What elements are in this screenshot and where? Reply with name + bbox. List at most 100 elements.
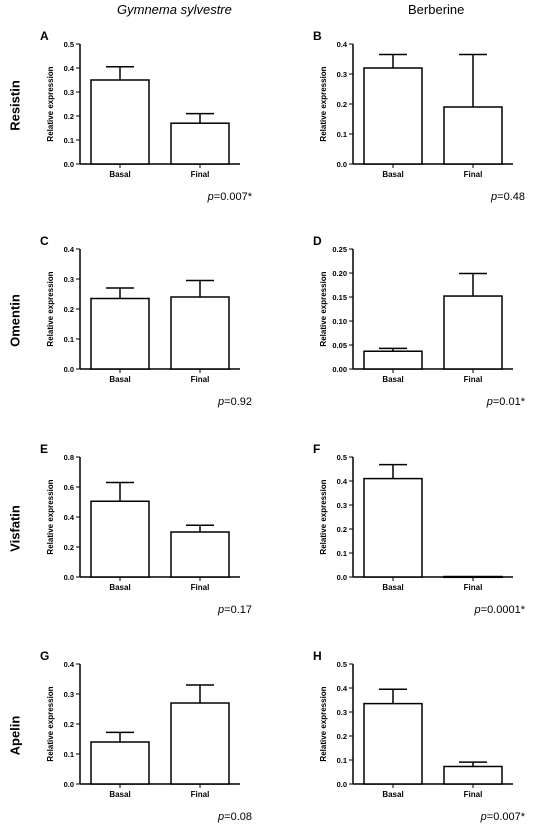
x-tick-label: Basal [382,583,403,592]
panel-letter: A [40,29,49,43]
panel-letter: C [40,234,49,248]
chart-b: B Relative expression 0.0 0.1 0.2 0.3 0.4 Basal… [313,29,525,203]
y-tick-label: 0.1 [64,335,74,344]
panel-b: B Relative expression 0.0 0.1 0.2 0.3 0.4 Basal… [313,29,528,210]
y-tick-label: 0.2 [337,525,347,534]
x-tick-label: Basal [109,170,130,179]
p-value-number: =0.007* [214,191,253,203]
p-value-number: =0.007* [487,811,526,823]
row-label-visfatin: Visfatin [7,505,23,552]
panel-letter: H [313,649,322,663]
p-value: p=0.92 [217,396,252,408]
bar-final [170,122,230,165]
y-tick-label: 0.0 [64,160,74,169]
y-tick-label: 0.4 [64,660,75,669]
p-value-number: =0.08 [224,811,252,823]
y-tick-label: 0.1 [64,136,74,145]
y-tick-label: 0.5 [337,660,347,669]
y-axis-label: Relative expression [319,66,328,141]
y-tick-label: 0.15 [332,293,347,302]
y-tick-label: 0.0 [337,780,347,789]
p-value-number: =0.01* [493,396,526,408]
y-tick-label: 0.4 [64,245,75,254]
y-tick-label: 0.3 [64,275,74,284]
p-value-symbol: p [217,396,224,408]
row-label-apelin: Apelin [7,715,23,756]
y-tick-label: 0.2 [64,112,74,121]
bar-basal [363,477,423,578]
bar-final [443,295,503,370]
p-value-number: =0.92 [224,396,252,408]
panel-letter: F [313,442,320,456]
p-value: p=0.0001* [474,604,526,616]
y-tick-label: 0.0 [64,780,74,789]
y-axis-label: Relative expression [319,479,328,554]
y-tick-label: 0.05 [332,341,347,350]
y-tick-label: 0.3 [337,501,347,510]
panel-g: G Relative expression 0.0 0.1 0.2 0.3 0.4 Basal… [40,649,255,830]
y-tick-label: 0.5 [64,40,74,49]
p-value-symbol: p [486,396,493,408]
p-value-symbol: p [217,604,224,616]
p-value: p=0.48 [490,191,525,203]
x-tick-label: Final [464,790,483,799]
y-axis-label: Relative expression [46,686,55,761]
panel-letter: D [313,234,322,248]
x-tick-label: Final [191,790,210,799]
panel-a: A Relative expression 0.0 0.1 0.2 0.3 0.4 0.5 Ba… [40,29,255,210]
bar-basal [363,702,423,785]
y-tick-label: 0.0 [337,160,347,169]
panel-c: C Relative expression 0.0 0.1 0.2 0.3 0.4 Basal… [40,234,255,415]
y-tick-label: 0.4 [337,40,348,49]
p-value: p=0.007* [480,811,526,823]
chart-h: H Relative expression 0.0 0.1 0.2 0.3 0.4 0.5 Ba… [313,649,526,823]
bar-basal [90,741,150,785]
y-tick-label: 0.1 [337,549,347,558]
chart-f: F Relative expression 0.0 0.1 0.2 0.3 0.4 0.5 Ba… [313,442,526,616]
panel-f: F Relative expression 0.0 0.1 0.2 0.3 0.4 0.5 Ba… [313,442,528,623]
y-tick-label: 0.00 [332,365,347,374]
bar-final [170,531,230,578]
bar-final [170,296,230,370]
p-value-number: =0.0001* [481,604,526,616]
x-tick-label: Basal [382,170,403,179]
y-tick-label: 0.2 [64,305,74,314]
y-tick-label: 0.10 [332,317,347,326]
panel-letter: G [40,649,49,663]
y-tick-label: 0.2 [64,543,74,552]
y-tick-label: 0.8 [64,453,74,462]
x-tick-label: Basal [109,790,130,799]
p-value: p=0.17 [217,604,252,616]
p-value: p=0.01* [486,396,526,408]
p-value-symbol: p [490,191,497,203]
bar-final [170,702,230,785]
x-tick-label: Basal [382,790,403,799]
p-value: p=0.08 [217,811,252,823]
p-value-number: =0.17 [224,604,252,616]
p-value-symbol: p [474,604,481,616]
panel-h: H Relative expression 0.0 0.1 0.2 0.3 0.4 0.5 Ba… [313,649,528,830]
y-tick-label: 0.2 [64,720,74,729]
chart-e: E Relative expression 0.0 0.2 0.4 0.6 0.8 Basal… [40,442,252,616]
x-tick-label: Basal [109,583,130,592]
y-tick-label: 0.3 [337,708,347,717]
y-tick-label: 0.4 [64,64,75,73]
p-value-symbol: p [480,811,487,823]
row-label-resistin: Resistin [7,80,23,131]
y-tick-label: 0.1 [337,756,347,765]
chart-c: C Relative expression 0.0 0.1 0.2 0.3 0.4 Basal… [40,234,252,408]
x-tick-label: Final [464,170,483,179]
bar-final [443,106,503,165]
y-tick-label: 0.0 [337,573,347,582]
x-tick-label: Final [191,583,210,592]
x-tick-label: Final [191,170,210,179]
panel-letter: B [313,29,322,43]
bar-basal [90,500,150,578]
y-axis-label: Relative expression [319,686,328,761]
bar-basal [90,79,150,165]
column-title-left: Gymnema sylvestre [117,2,232,17]
x-tick-label: Final [464,583,483,592]
y-axis-label: Relative expression [46,271,55,346]
y-tick-label: 0.25 [332,245,347,254]
x-tick-label: Final [464,375,483,384]
